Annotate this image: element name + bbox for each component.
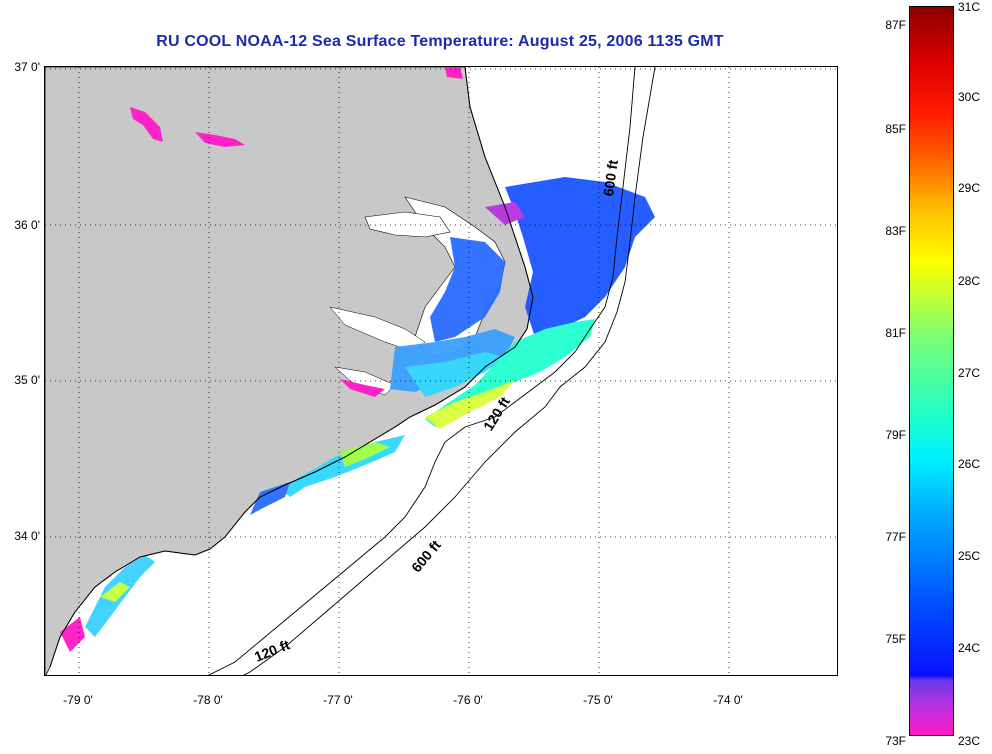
contour-600ft <box>242 67 656 675</box>
graticule <box>45 67 837 675</box>
sst-field <box>60 67 655 652</box>
cb-c-23: 23C <box>958 734 981 748</box>
cb-f-81: 81F <box>885 326 906 340</box>
cb-c-29: 29C <box>958 181 981 195</box>
cb-f-75: 75F <box>885 632 906 646</box>
cb-f-87: 87F <box>885 18 906 32</box>
cb-f-77: 77F <box>885 530 906 544</box>
coastline <box>49 67 534 668</box>
cb-c-28: 28C <box>958 274 981 288</box>
lat-label-34: 34 0' <box>14 529 40 543</box>
lon-label-74: -74 0' <box>713 693 743 707</box>
sst-map <box>44 66 838 676</box>
cb-f-83: 83F <box>885 224 906 238</box>
lat-label-36: 36 0' <box>14 218 40 232</box>
cb-c-25: 25C <box>958 549 981 563</box>
lon-label-75: -75 0' <box>583 693 613 707</box>
lon-label-77: -77 0' <box>323 693 353 707</box>
cb-c-30: 30C <box>958 90 981 104</box>
lon-label-76: -76 0' <box>453 693 483 707</box>
cb-f-79: 79F <box>885 428 906 442</box>
lat-label-35: 35 0' <box>14 373 40 387</box>
cb-f-73: 73F <box>885 734 906 748</box>
albemarle-sound <box>364 211 451 238</box>
lon-label-79: -79 0' <box>63 693 93 707</box>
lat-label-37: 37 0' <box>14 60 40 74</box>
contour-120ft <box>207 67 636 675</box>
cb-c-24: 24C <box>958 641 981 655</box>
cb-c-27: 27C <box>958 366 981 380</box>
temperature-colorbar <box>909 6 954 736</box>
lon-label-78: -78 0' <box>193 693 223 707</box>
cb-f-85: 85F <box>885 122 906 136</box>
cb-c-26: 26C <box>958 457 981 471</box>
map-title: RU COOL NOAA-12 Sea Surface Temperature:… <box>156 33 724 50</box>
cb-c-31: 31C <box>958 0 981 14</box>
map-svg <box>45 67 837 675</box>
